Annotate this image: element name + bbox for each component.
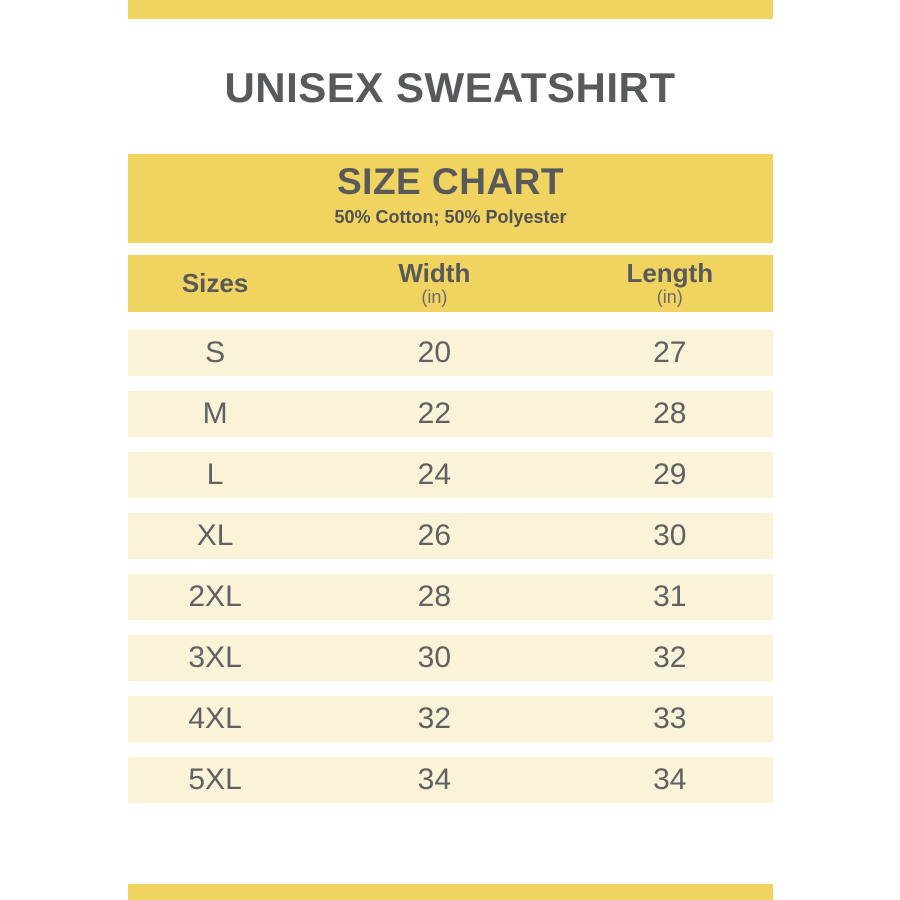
table-row: 5XL 34 34: [128, 757, 773, 803]
size-cell: M: [202, 397, 228, 430]
width-cell: 26: [417, 519, 452, 552]
table-row: S 20 27: [128, 330, 773, 376]
width-cell: 20: [417, 336, 452, 369]
fabric-composition-subtitle: 50% Cotton; 50% Polyester: [334, 207, 567, 227]
table-row: 2XL 28 31: [128, 574, 773, 620]
size-cell: 2XL: [188, 580, 242, 613]
column-header-width: Width (in): [302, 255, 566, 312]
column-header-unit: (in): [656, 287, 683, 307]
column-header-sizes: Sizes: [128, 255, 302, 312]
table-row: L 24 29: [128, 452, 773, 498]
top-accent-bar: [128, 0, 773, 19]
table-row: M 22 28: [128, 391, 773, 437]
width-cell: 28: [417, 580, 452, 613]
width-cell: 24: [417, 458, 452, 491]
table-header-row: Sizes Width (in) Length (in): [128, 255, 773, 312]
size-cell: XL: [196, 519, 234, 552]
length-cell: 31: [653, 580, 687, 613]
size-chart-banner: SIZE CHART 50% Cotton; 50% Polyester: [128, 154, 773, 243]
column-header-label: Length: [626, 258, 714, 288]
width-cell: 30: [417, 641, 452, 674]
table-row: 4XL 32 33: [128, 696, 773, 742]
size-cell: 3XL: [188, 641, 242, 674]
length-cell: 33: [653, 702, 687, 735]
table-row: XL 26 30: [128, 513, 773, 559]
length-cell: 27: [653, 336, 687, 369]
table-row: 3XL 30 32: [128, 635, 773, 681]
column-header-label: Sizes: [181, 268, 249, 298]
length-cell: 28: [653, 397, 687, 430]
column-header-unit: (in): [421, 287, 448, 307]
size-cell: L: [206, 458, 224, 491]
length-cell: 34: [653, 763, 687, 796]
width-cell: 32: [417, 702, 452, 735]
size-cell: 5XL: [188, 763, 242, 796]
size-cell: 4XL: [188, 702, 242, 735]
length-cell: 29: [653, 458, 687, 491]
width-cell: 34: [417, 763, 452, 796]
column-header-label: Width: [398, 258, 471, 288]
width-cell: 22: [417, 397, 452, 430]
length-cell: 30: [653, 519, 687, 552]
size-chart-heading: SIZE CHART: [337, 161, 564, 202]
length-cell: 32: [653, 641, 687, 674]
page-title: UNISEX SWEATSHIRT: [224, 64, 676, 111]
size-table: Sizes Width (in) Length (in) S 20 27 M 2…: [128, 255, 773, 803]
size-cell: S: [205, 336, 226, 369]
bottom-accent-bar: [128, 884, 773, 900]
column-header-length: Length (in): [567, 255, 773, 312]
